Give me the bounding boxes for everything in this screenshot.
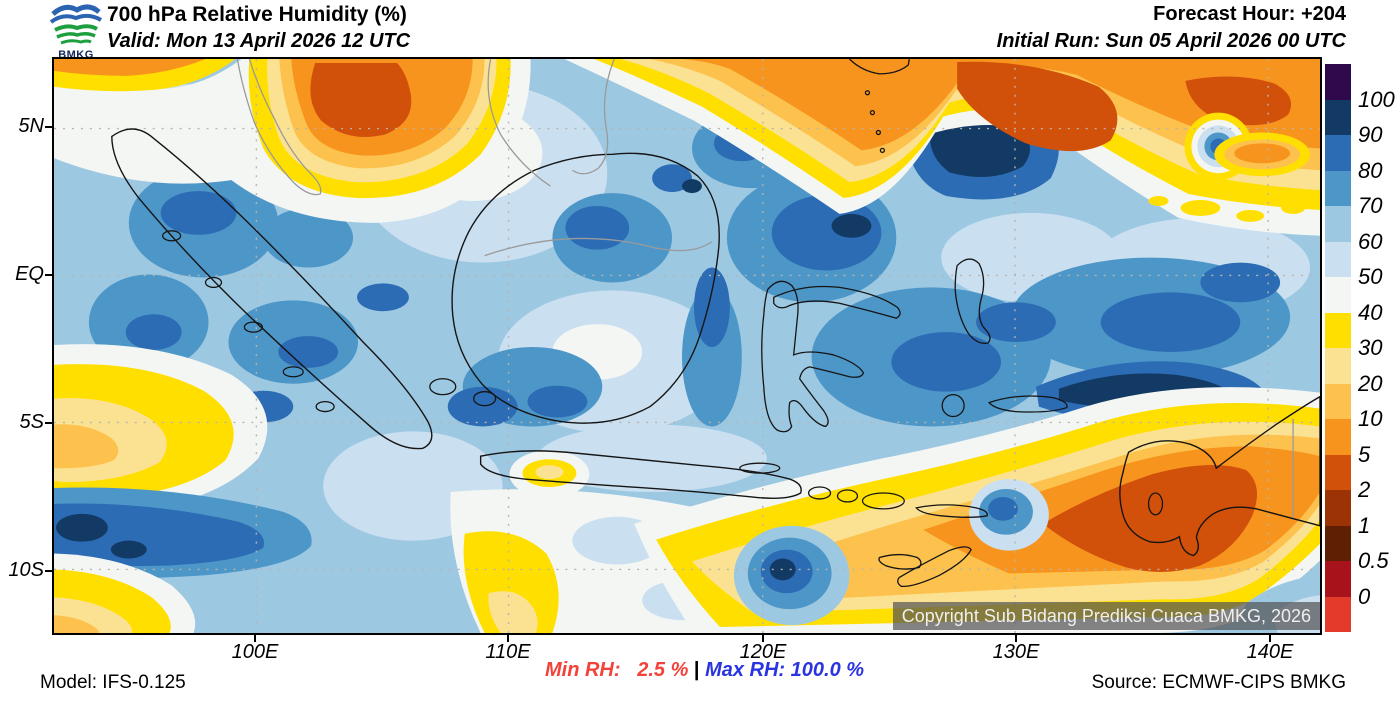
lon-label-100e: 100E — [231, 641, 279, 663]
lon-label-110e: 110E — [485, 641, 531, 663]
colorbar-swatch-1 — [1325, 99, 1351, 135]
bmkg-logo: BMKG — [46, 1, 106, 61]
colorbar-swatch-8 — [1325, 348, 1351, 384]
colorbar-swatch-3 — [1325, 170, 1351, 206]
lon-tick — [254, 635, 256, 642]
bmkg-logo-icon — [49, 4, 103, 45]
bmkg-logo-text: BMKG — [58, 49, 94, 61]
colorbar-swatch-13 — [1325, 525, 1351, 561]
lon-tick — [762, 635, 764, 642]
colorbar-swatch-7 — [1325, 312, 1351, 348]
rh-colorbar-labels: 100 90 80 70 60 50 40 30 20 10 5 2 1 0.5 0 — [1358, 64, 1400, 632]
lon-tick — [1015, 635, 1017, 642]
graticule — [54, 59, 1320, 633]
lon-label-140e: 140E — [1246, 641, 1294, 663]
max-rh-value: Max RH: 100.0 % — [705, 659, 865, 681]
colorbar-label-2: 2 — [1358, 477, 1371, 502]
colorbar-label-70: 70 — [1358, 193, 1383, 218]
colorbar-swatch-0 — [1325, 64, 1351, 100]
lat-label-5n: 5N — [18, 115, 44, 137]
lat-tick — [45, 570, 52, 572]
colorbar-label-100: 100 — [1358, 86, 1395, 112]
colorbar-swatch-5 — [1325, 241, 1351, 277]
colorbar-label-0.5: 0.5 — [1358, 548, 1389, 573]
rh-contour-map — [54, 59, 1320, 633]
forecast-hour: Forecast Hour: +204 — [1153, 3, 1346, 25]
colorbar-swatch-11 — [1325, 454, 1351, 490]
colorbar-swatch-9 — [1325, 383, 1351, 419]
colorbar-swatch-12 — [1325, 490, 1351, 526]
colorbar-label-30: 30 — [1358, 335, 1383, 360]
rh-colorbar — [1325, 64, 1351, 632]
colorbar-swatch-10 — [1325, 419, 1351, 455]
lon-tick — [1269, 635, 1271, 642]
lat-label-eq: EQ — [15, 263, 44, 285]
lat-label-5s: 5S — [19, 411, 44, 433]
colorbar-label-5: 5 — [1358, 441, 1371, 467]
lat-tick — [45, 274, 52, 276]
source-label: Source: ECMWF-CIPS BMKG — [1091, 672, 1346, 693]
page-title: 700 hPa Relative Humidity (%) — [107, 3, 407, 26]
lon-label-120e: 120E — [739, 641, 787, 663]
min-rh-value: Min RH: 2.5 % — [545, 659, 689, 681]
colorbar-label-40: 40 — [1358, 299, 1383, 325]
lat-tick — [45, 422, 52, 424]
lon-tick — [507, 635, 509, 642]
colorbar-label-20: 20 — [1358, 370, 1383, 396]
colorbar-label-50: 50 — [1358, 264, 1383, 289]
copyright-watermark: Copyright Sub Bidang Prediksi Cuaca BMKG… — [892, 602, 1320, 630]
colorbar-label-0: 0 — [1358, 583, 1371, 609]
initial-run: Initial Run: Sun 05 April 2026 00 UTC — [996, 30, 1346, 52]
colorbar-swatch-14 — [1325, 561, 1351, 597]
colorbar-label-90: 90 — [1358, 122, 1383, 147]
coastlines — [111, 59, 1320, 588]
colorbar-label-80: 80 — [1358, 157, 1383, 183]
colorbar-swatch-6 — [1325, 277, 1351, 313]
colorbar-label-1: 1 — [1358, 512, 1371, 538]
colorbar-swatch-2 — [1325, 135, 1351, 171]
minmax-line: Min RH: 2.5 % | Max RH: 100.0 % — [545, 659, 864, 682]
colorbar-swatch-15 — [1325, 596, 1351, 632]
model-label: Model: IFS-0.125 — [40, 672, 186, 693]
lon-label-130e: 130E — [992, 641, 1040, 663]
lat-tick — [45, 126, 52, 128]
lat-label-10s: 10S — [8, 559, 44, 581]
map-canvas: Copyright Sub Bidang Prediksi Cuaca BMKG… — [52, 57, 1322, 635]
colorbar-swatch-4 — [1325, 206, 1351, 242]
valid-time: Valid: Mon 13 April 2026 12 UTC — [107, 30, 411, 52]
colorbar-label-60: 60 — [1358, 228, 1383, 254]
colorbar-label-10: 10 — [1358, 406, 1383, 431]
minmax-separator: | — [688, 659, 706, 681]
